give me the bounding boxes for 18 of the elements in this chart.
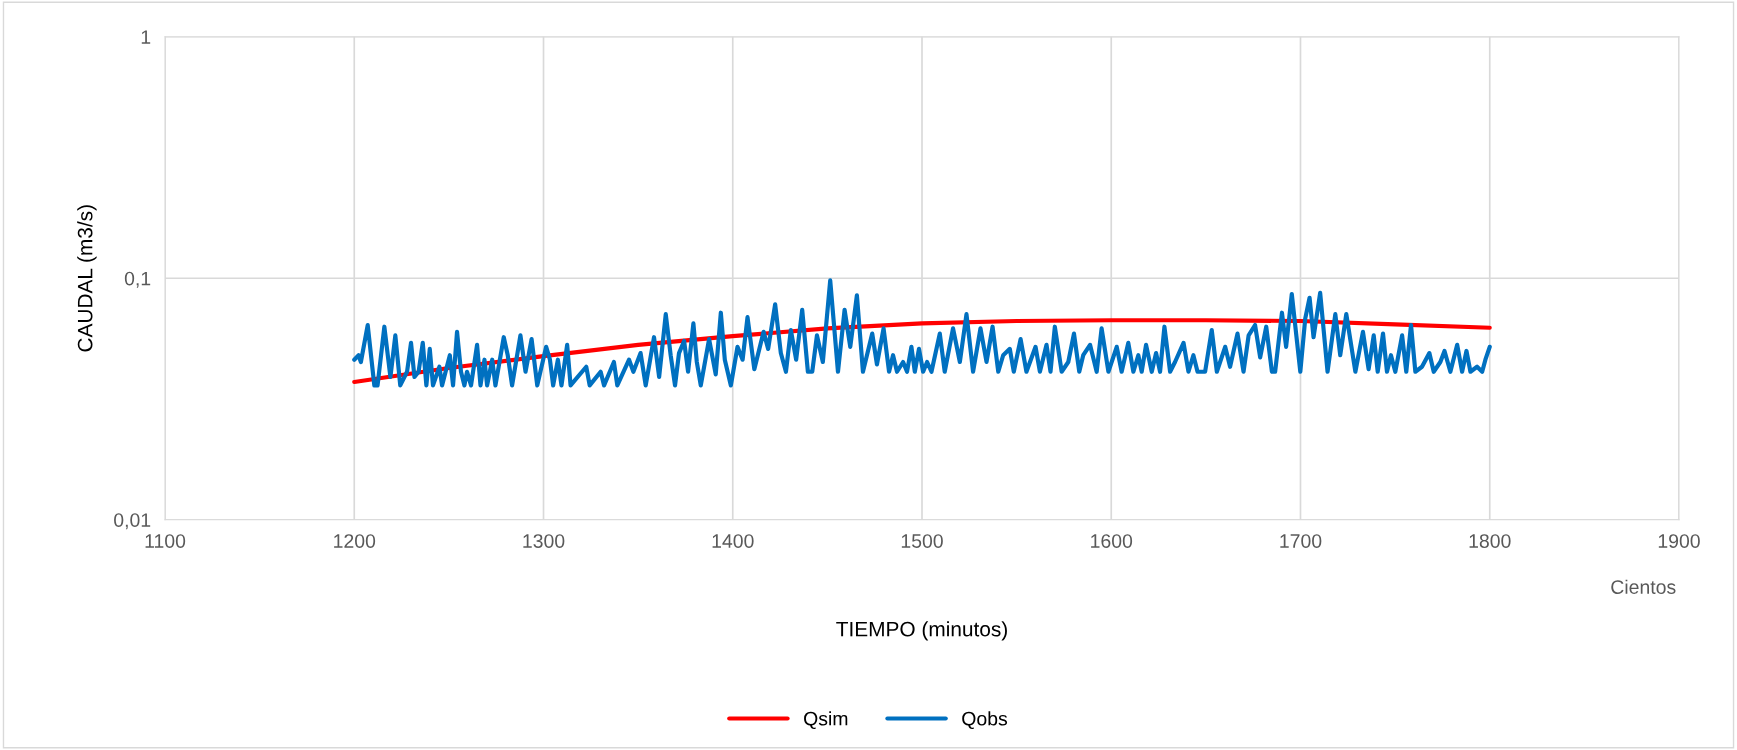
y-tick-label: 1 [141, 30, 151, 44]
y-axis-title: CAUDAL (m3/s) [77, 205, 97, 352]
x-tick-label: 1700 [1280, 534, 1322, 548]
y-tick-label: 0,01 [114, 513, 151, 530]
x-tick-label: 1400 [712, 534, 754, 548]
x-tick-label: 1300 [523, 534, 565, 548]
x-tick-label: 1800 [1469, 534, 1511, 548]
line-series [352, 278, 1492, 388]
legend-label: Qobs [962, 711, 1008, 730]
x-tick-label: 1200 [334, 534, 376, 548]
legend-label: Qsim [804, 711, 848, 730]
x-axis-title: TIEMPO (minutos) [836, 621, 1007, 641]
text: Cientos [1611, 579, 1676, 594]
x-tick-label: 1900 [1658, 534, 1700, 548]
y-tick-label: 0,1 [124, 271, 151, 288]
x-tick-label: 1100 [145, 534, 186, 548]
x-tick-label: 1600 [1091, 534, 1133, 548]
x-tick-label: 1500 [901, 534, 943, 548]
